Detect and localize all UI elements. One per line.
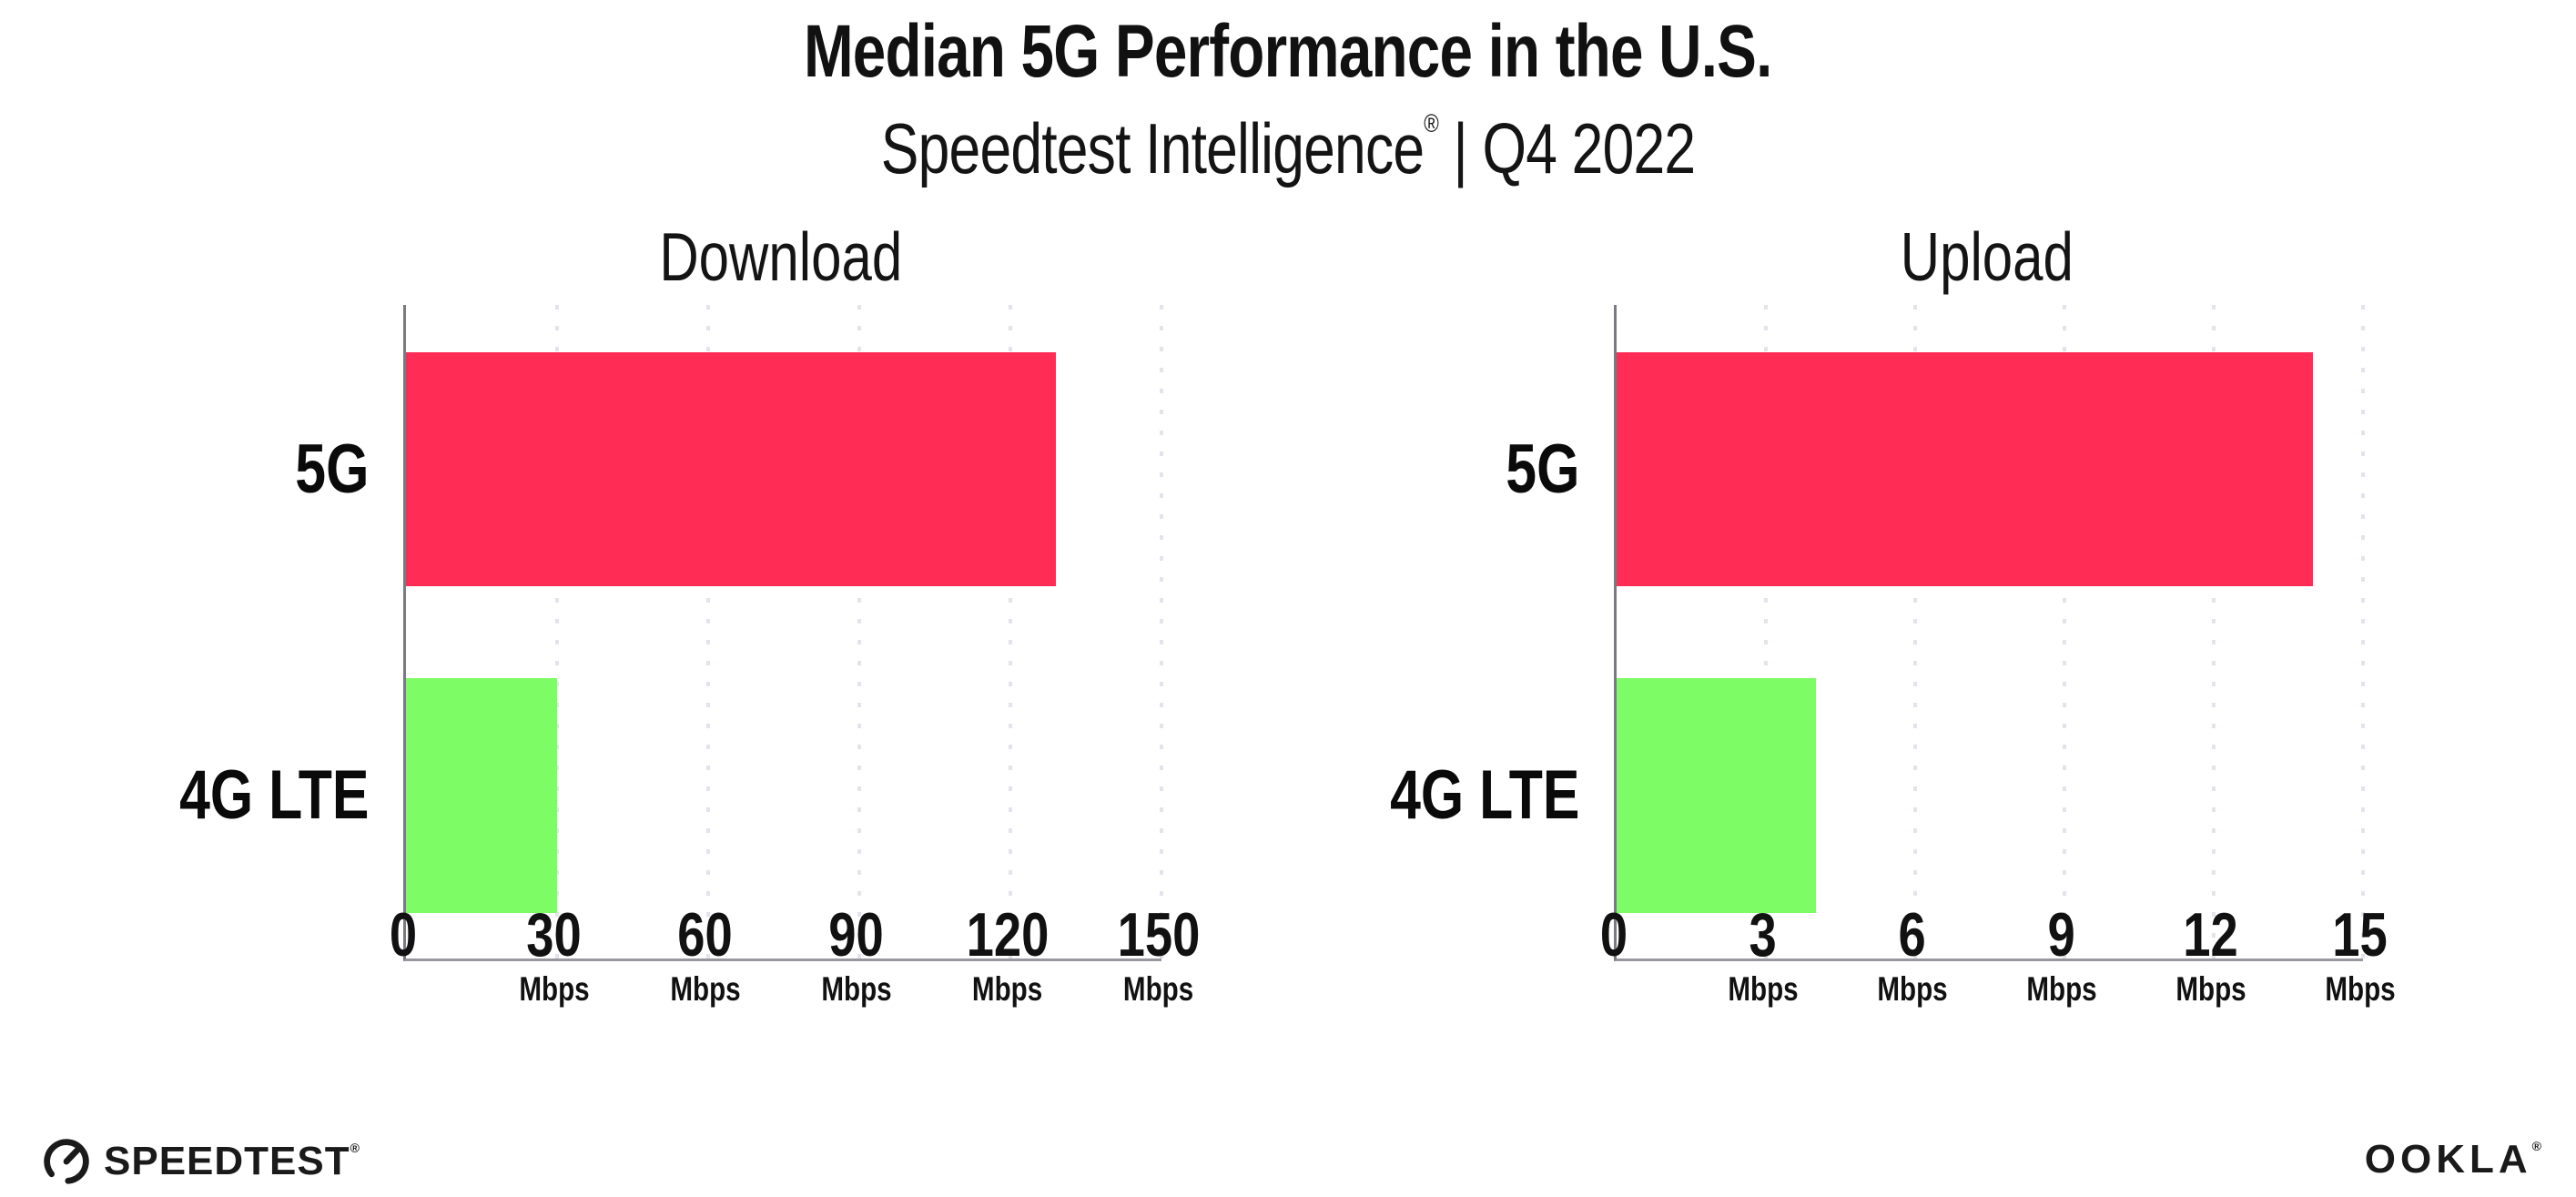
bar-5g xyxy=(1617,352,2314,586)
registered-mark-icon: ® xyxy=(2531,1139,2546,1153)
speedtest-gauge-icon xyxy=(44,1139,89,1184)
ookla-logo: OOKLA® xyxy=(2365,1137,2546,1182)
category-label-5g: 5G xyxy=(1505,431,1579,508)
chart-title-upload: Upload xyxy=(1900,218,2074,295)
x-axis-unit-label: Mbps xyxy=(670,970,741,1009)
x-axis-unit-label: Mbps xyxy=(2026,970,2097,1009)
x-axis-unit-label: Mbps xyxy=(1728,970,1799,1009)
header: Median 5G Performance in the U.S. Speedt… xyxy=(0,0,2576,185)
x-axis-unit-label: Mbps xyxy=(1123,970,1194,1009)
upload-chart-body: 5G 4G LTE xyxy=(1211,305,2365,961)
page-title-text: Median 5G Performance in the U.S. xyxy=(804,10,1772,93)
speedtest-logo: SPEEDTEST® xyxy=(42,1137,360,1186)
x-tick-150: 150 Mbps xyxy=(1117,900,1201,1009)
y-axis-category-labels: 5G 4G LTE xyxy=(1211,305,1579,959)
gridline xyxy=(1764,305,1768,959)
gridline xyxy=(2212,305,2216,959)
x-tick-30: 30 Mbps xyxy=(519,900,590,1009)
page-subtitle: Speedtest Intelligence® | Q4 2022 xyxy=(0,110,2576,184)
x-tick-3: 3 Mbps xyxy=(1728,900,1799,1009)
x-axis-unit-label: Mbps xyxy=(2175,970,2246,1009)
subtitle-brand: Speedtest Intelligence xyxy=(880,108,1425,188)
ookla-wordmark: OOKLA xyxy=(2364,1137,2532,1182)
x-axis-ticks: 0 30 Mbps 60 Mbps 90 Mbps 120 Mbps 150 Mbps xyxy=(390,900,1201,1040)
gridline xyxy=(1009,305,1012,959)
gridline xyxy=(2361,305,2365,959)
download-chart-body: 5G 4G LTE xyxy=(0,305,1163,961)
gridline xyxy=(706,305,710,959)
x-axis-unit-label: Mbps xyxy=(821,970,892,1009)
x-tick-60: 60 Mbps xyxy=(670,900,741,1009)
upload-chart: Upload 5G 4G LTE 0 3 Mbps 6 Mbps 9 Mbps 12 Mbps 1… xyxy=(1211,218,2396,1008)
page-title: Median 5G Performance in the U.S. xyxy=(0,15,2576,89)
x-tick-6: 6 Mbps xyxy=(1877,900,1948,1009)
x-tick-12: 12 Mbps xyxy=(2175,900,2246,1009)
x-tick-15: 15 Mbps xyxy=(2325,900,2396,1009)
chart-title-download: Download xyxy=(659,218,903,295)
category-label-5g: 5G xyxy=(294,431,369,508)
gridline xyxy=(1913,305,1917,959)
x-tick-0: 0 xyxy=(389,900,418,969)
bar-4g-lte xyxy=(1617,678,1816,913)
plot-area xyxy=(403,305,1163,961)
x-axis-unit-label: Mbps xyxy=(519,970,590,1009)
subtitle-period: | Q4 2022 xyxy=(1437,108,1696,188)
bar-4g-lte xyxy=(406,678,557,913)
download-chart: Download 5G 4G LTE 0 30 Mbps 60 Mbps 90 Mbps 12… xyxy=(0,218,1201,1008)
x-axis-ticks: 0 3 Mbps 6 Mbps 9 Mbps 12 Mbps 15 Mbps xyxy=(1600,900,2396,1040)
y-axis-category-labels: 5G 4G LTE xyxy=(0,305,369,959)
page-subtitle-text: Speedtest Intelligence® | Q4 2022 xyxy=(881,110,1696,184)
bar-5g xyxy=(406,352,1056,586)
x-tick-90: 90 Mbps xyxy=(821,900,892,1009)
x-tick-120: 120 Mbps xyxy=(966,900,1050,1009)
gridline xyxy=(2063,305,2066,959)
x-tick-9: 9 Mbps xyxy=(2026,900,2097,1009)
registered-mark-icon: ® xyxy=(350,1141,360,1155)
x-axis-unit-label: Mbps xyxy=(2325,970,2396,1009)
footer: SPEEDTEST® OOKLA® xyxy=(0,1133,2576,1186)
registered-mark-icon: ® xyxy=(1424,109,1439,137)
plot-area xyxy=(1614,305,2365,961)
gridline xyxy=(555,305,559,959)
category-label-4g-lte: 4G LTE xyxy=(178,756,369,834)
gridline xyxy=(1160,305,1163,959)
x-axis-unit-label: Mbps xyxy=(1877,970,1948,1009)
speedtest-wordmark: SPEEDTEST® xyxy=(104,1139,360,1183)
x-tick-0: 0 xyxy=(1599,900,1628,969)
gridline xyxy=(857,305,861,959)
x-axis-unit-label: Mbps xyxy=(972,970,1043,1009)
category-label-4g-lte: 4G LTE xyxy=(1389,756,1579,834)
